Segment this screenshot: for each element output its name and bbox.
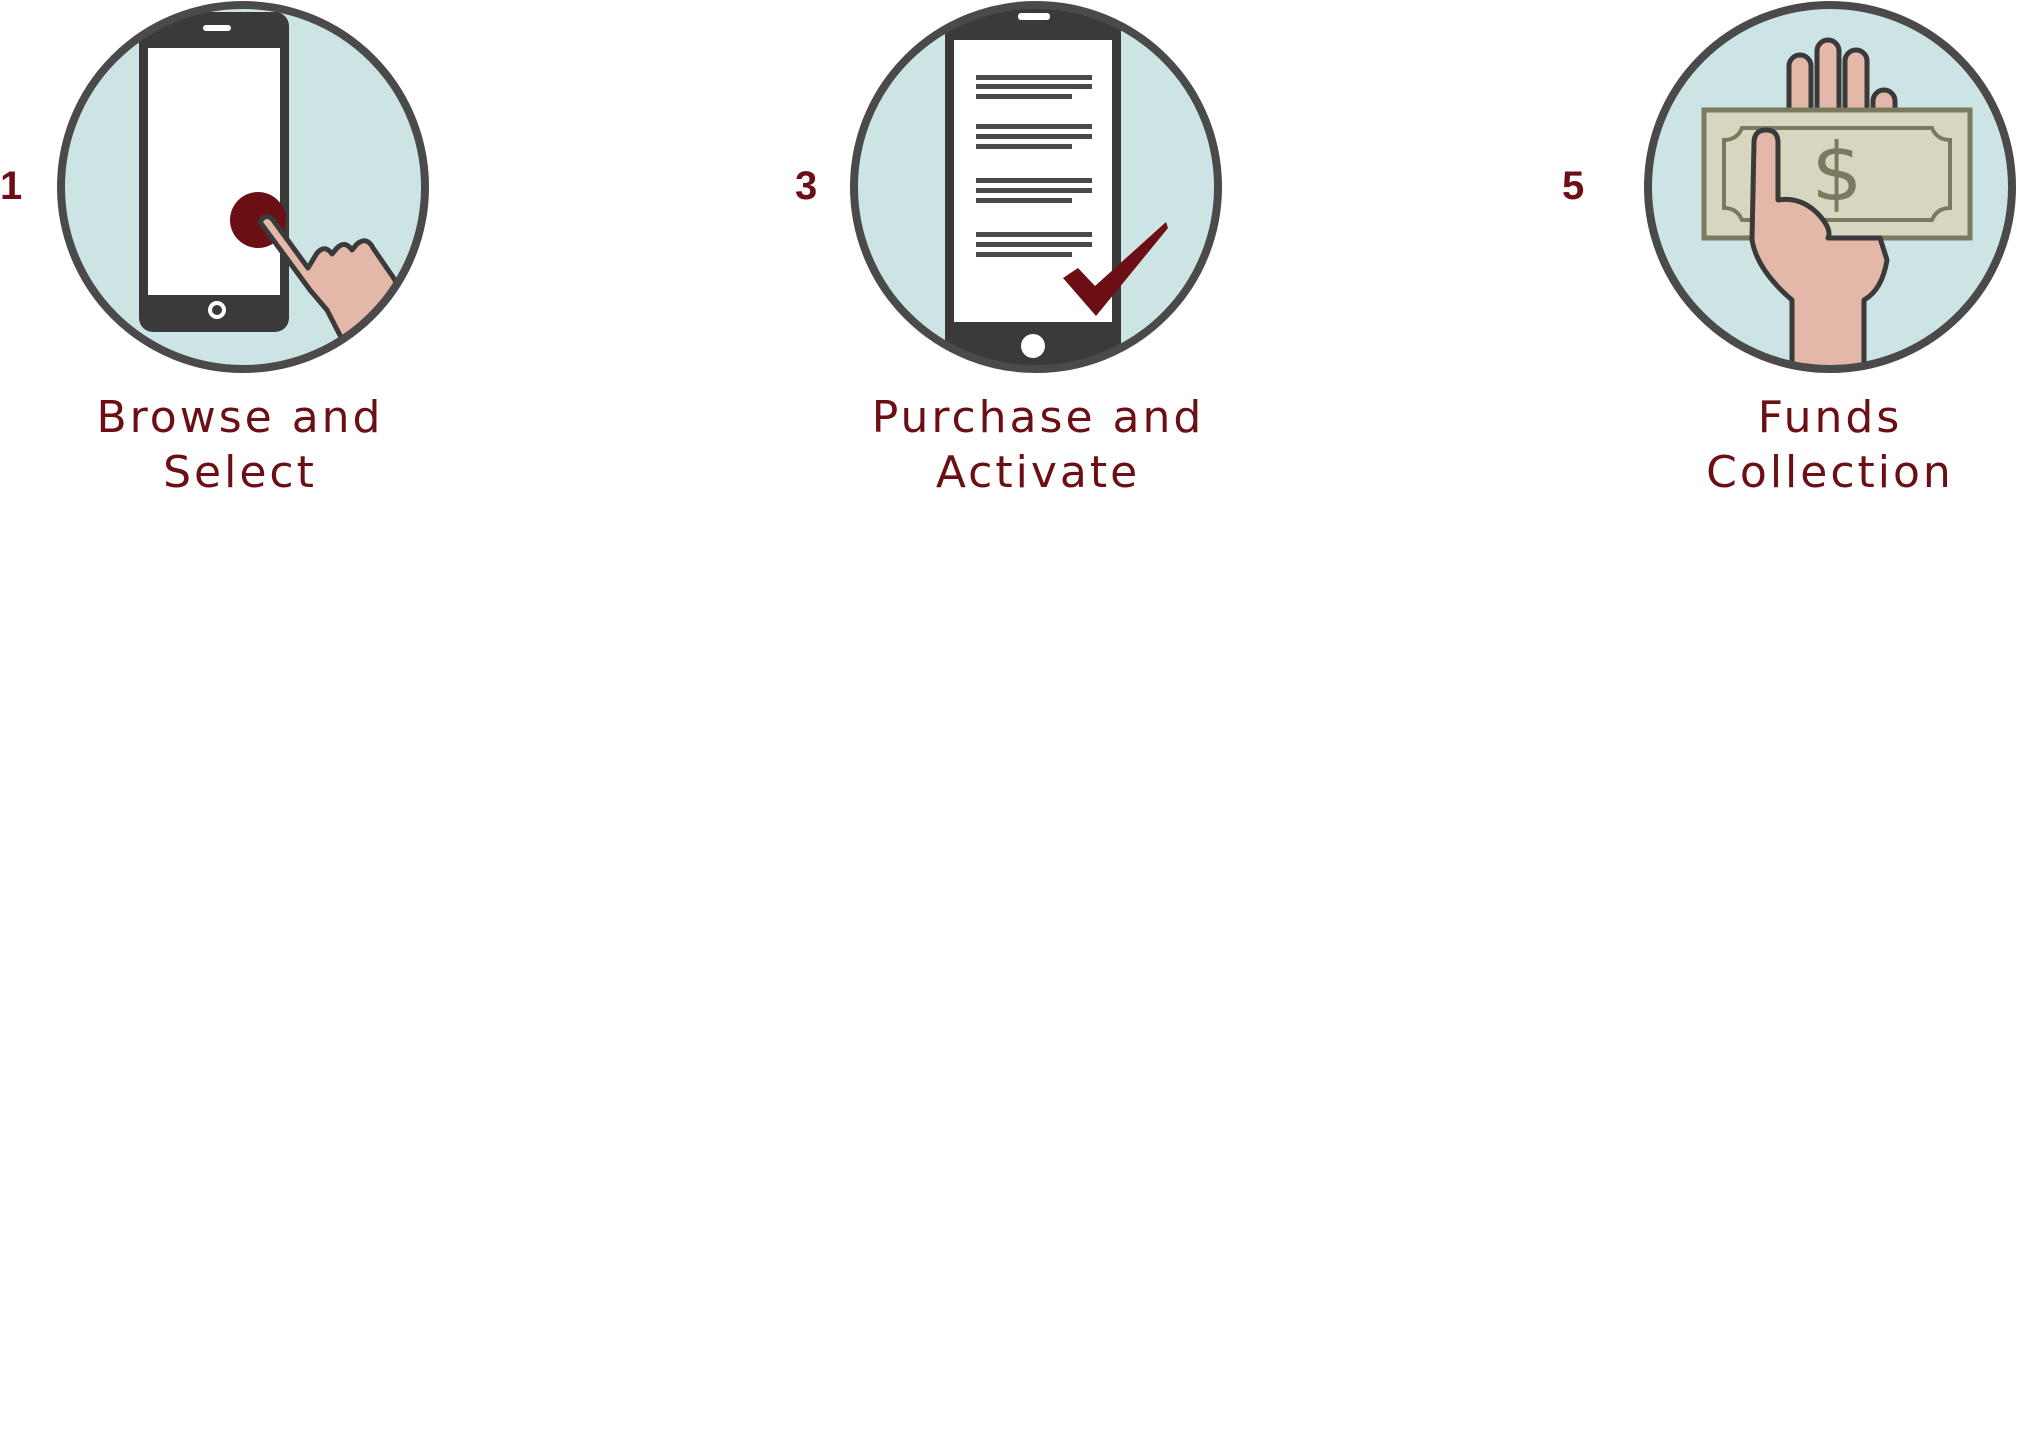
hand-money-icon: $ <box>1644 1 2016 373</box>
step-label-line: Collection <box>1706 447 1954 498</box>
phone-document-check-icon <box>850 1 1222 373</box>
step-number: 5 <box>1562 164 1585 208</box>
step-label: Funds Collection <box>1640 390 2017 500</box>
step-number: 1 <box>0 164 23 208</box>
step-label-line: Funds <box>1757 392 1903 443</box>
step-number: 3 <box>795 164 818 208</box>
step-label-line: Browse and <box>96 392 384 443</box>
step-label-line: Select <box>163 447 317 498</box>
step-label-line: Activate <box>935 447 1141 498</box>
step-label: Browse and Select <box>60 390 420 500</box>
phone-tap-icon <box>57 1 429 373</box>
step-label-line: Purchase and <box>871 392 1205 443</box>
svg-text:$: $ <box>1812 126 1863 219</box>
step-label: Purchase and Activate <box>848 390 1228 500</box>
